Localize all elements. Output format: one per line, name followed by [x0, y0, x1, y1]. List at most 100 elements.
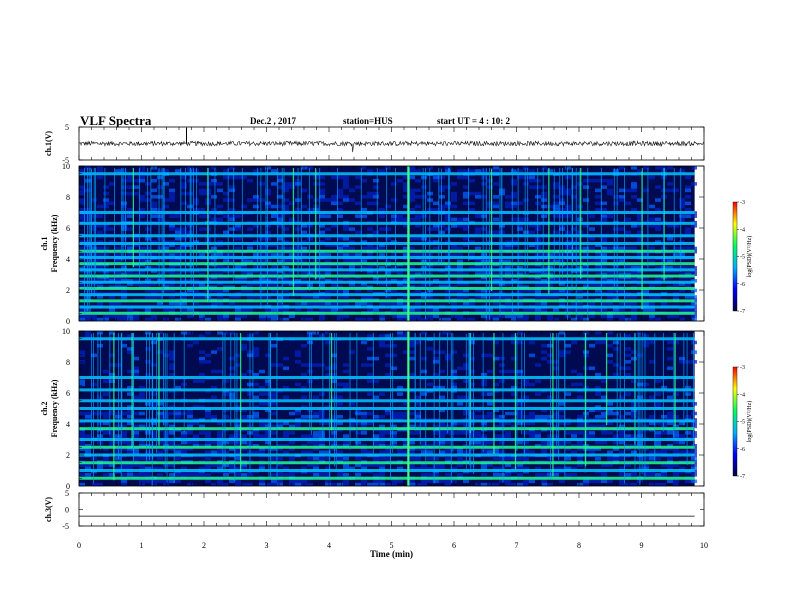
noise-cell: [259, 369, 265, 374]
noise-cell: [265, 191, 271, 196]
noise-cell: [307, 272, 313, 277]
noise-cell: [295, 350, 301, 354]
noise-cell: [127, 207, 133, 212]
noise-cell: [277, 175, 283, 180]
noise-cell: [553, 230, 559, 235]
noise-cell: [469, 434, 475, 438]
noise-cell: [235, 466, 241, 471]
noise-cell: [325, 243, 331, 248]
noise-cell: [691, 272, 697, 277]
noise-cell: [127, 246, 133, 251]
noise-cell: [553, 295, 559, 299]
noise-cell: [169, 243, 175, 248]
noise-cell: [139, 392, 145, 396]
noise-cell: [175, 385, 181, 390]
noise-cell: [157, 272, 163, 277]
noise-cell: [493, 301, 499, 306]
noise-cell: [571, 450, 577, 455]
noise-cell: [565, 440, 571, 445]
noise-cell: [613, 434, 619, 438]
noise-cell: [253, 395, 259, 400]
noise-cell: [541, 414, 547, 419]
noise-cell: [433, 178, 439, 183]
noise-cell: [205, 440, 211, 445]
noise-cell: [85, 295, 91, 299]
noise-cell: [439, 421, 445, 425]
noise-cell: [517, 259, 523, 264]
noise-cell: [469, 207, 475, 212]
noise-cell: [349, 266, 355, 270]
noise-cell: [121, 227, 127, 231]
noise-cell: [643, 463, 649, 467]
noise-cell: [265, 314, 271, 319]
noise-cell: [235, 246, 241, 251]
noise-cell: [127, 411, 133, 416]
noise-cell: [475, 408, 481, 413]
noise-cell: [109, 201, 115, 206]
noise-cell: [319, 230, 325, 235]
noise-cell: [265, 482, 271, 487]
noise-cell: [541, 482, 547, 487]
noise-cell: [481, 227, 487, 231]
noise-cell: [247, 288, 253, 293]
noise-cell: [667, 356, 673, 361]
noise-cell: [229, 331, 235, 335]
noise-cell: [673, 253, 679, 257]
noise-cell: [511, 424, 517, 429]
noise-cell: [121, 343, 127, 348]
noise-cell: [109, 182, 115, 186]
noise-cell: [175, 214, 181, 218]
noise-cell: [661, 385, 667, 390]
noise-cell: [463, 237, 469, 241]
noise-cell: [559, 440, 565, 445]
noise-cell: [643, 473, 649, 477]
noise-cell: [127, 347, 133, 351]
noise-cell: [649, 282, 655, 286]
noise-cell: [343, 385, 349, 390]
noise-cell: [109, 314, 115, 319]
noise-cell: [163, 421, 169, 425]
noise-cell: [253, 331, 259, 335]
noise-cell: [691, 214, 697, 218]
noise-cell: [349, 253, 355, 257]
noise-cell: [565, 214, 571, 218]
noise-cell: [511, 204, 517, 209]
noise-cell: [325, 295, 331, 299]
noise-cell: [445, 204, 451, 209]
noise-cell: [127, 350, 133, 354]
noise-cell: [595, 414, 601, 419]
noise-cell: [679, 308, 685, 312]
noise-cell: [247, 482, 253, 487]
noise-cell: [229, 166, 235, 170]
noise-cell: [361, 414, 367, 419]
noise-cell: [157, 440, 163, 445]
noise-cell: [637, 217, 643, 222]
noise-cell: [139, 440, 145, 445]
noise-cell: [121, 214, 127, 218]
noise-cell: [577, 463, 583, 467]
noise-cell: [523, 198, 529, 202]
noise-cell: [577, 301, 583, 306]
noise-cell: [601, 272, 607, 277]
noise-cell: [301, 224, 307, 228]
noise-cell: [457, 217, 463, 222]
noise-cell: [511, 411, 517, 416]
y-axis-label: ch.3(V): [44, 497, 53, 522]
noise-cell: [451, 308, 457, 312]
noise-cell: [151, 207, 157, 212]
noise-cell: [283, 395, 289, 400]
noise-cell: [145, 288, 151, 293]
noise-cell: [481, 169, 487, 173]
noise-cell: [121, 288, 127, 293]
noise-cell: [433, 456, 439, 461]
noise-cell: [607, 188, 613, 193]
noise-cell: [379, 334, 385, 338]
noise-cell: [343, 301, 349, 306]
noise-cell: [547, 275, 553, 280]
noise-cell: [535, 275, 541, 280]
noise-cell: [109, 295, 115, 299]
noise-cell: [103, 473, 109, 477]
noise-cell: [223, 482, 229, 487]
noise-cell: [187, 331, 193, 335]
noise-cell: [505, 479, 511, 484]
